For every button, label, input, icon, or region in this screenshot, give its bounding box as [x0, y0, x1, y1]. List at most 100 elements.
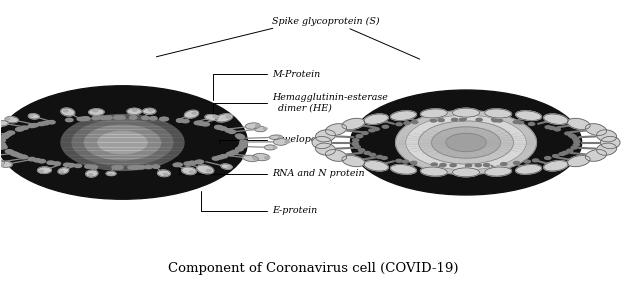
Circle shape — [130, 116, 137, 119]
Circle shape — [207, 170, 212, 172]
Circle shape — [492, 119, 498, 122]
Circle shape — [6, 118, 9, 120]
Circle shape — [476, 118, 482, 121]
Circle shape — [61, 115, 184, 170]
Ellipse shape — [342, 118, 365, 129]
Ellipse shape — [364, 114, 388, 124]
Circle shape — [225, 129, 232, 132]
Ellipse shape — [221, 164, 232, 169]
Circle shape — [215, 125, 222, 129]
Circle shape — [279, 137, 282, 138]
Circle shape — [47, 161, 54, 164]
Ellipse shape — [453, 108, 480, 117]
Circle shape — [412, 121, 418, 124]
Circle shape — [1, 135, 8, 138]
Circle shape — [235, 147, 243, 151]
Ellipse shape — [216, 114, 232, 122]
Circle shape — [105, 116, 112, 119]
Ellipse shape — [205, 115, 218, 120]
Circle shape — [255, 124, 260, 126]
Circle shape — [382, 125, 389, 128]
Circle shape — [559, 152, 565, 155]
Circle shape — [133, 109, 137, 111]
Circle shape — [501, 163, 507, 166]
Circle shape — [182, 119, 189, 123]
Circle shape — [116, 166, 123, 169]
Ellipse shape — [0, 161, 12, 167]
Ellipse shape — [597, 130, 617, 142]
Circle shape — [133, 166, 141, 169]
Circle shape — [238, 145, 245, 148]
Circle shape — [175, 163, 182, 166]
Circle shape — [118, 116, 125, 119]
Circle shape — [6, 150, 13, 153]
Text: M-Protein: M-Protein — [213, 70, 321, 100]
Circle shape — [396, 123, 402, 126]
Ellipse shape — [326, 124, 347, 135]
Circle shape — [403, 160, 408, 163]
Circle shape — [228, 166, 231, 168]
Circle shape — [141, 116, 149, 120]
Circle shape — [483, 164, 490, 166]
Ellipse shape — [391, 164, 416, 174]
Text: Spike glycoprotein (S): Spike glycoprotein (S) — [272, 17, 380, 26]
Circle shape — [475, 164, 481, 167]
Circle shape — [109, 174, 112, 175]
Ellipse shape — [89, 109, 104, 115]
Circle shape — [562, 151, 568, 154]
Circle shape — [0, 164, 3, 166]
Circle shape — [0, 142, 5, 146]
Circle shape — [188, 161, 195, 165]
Circle shape — [574, 140, 580, 143]
Circle shape — [373, 128, 379, 131]
Circle shape — [98, 131, 147, 154]
Circle shape — [16, 128, 23, 131]
Circle shape — [7, 150, 14, 154]
Circle shape — [212, 157, 220, 160]
Circle shape — [565, 132, 571, 135]
Circle shape — [112, 166, 120, 169]
Circle shape — [188, 161, 196, 165]
Circle shape — [77, 117, 85, 121]
Circle shape — [285, 141, 290, 143]
Circle shape — [72, 120, 173, 165]
Circle shape — [2, 134, 9, 137]
Circle shape — [199, 122, 207, 125]
Ellipse shape — [245, 123, 260, 129]
Circle shape — [113, 116, 121, 119]
Circle shape — [240, 143, 247, 146]
Circle shape — [254, 158, 258, 160]
Circle shape — [446, 133, 486, 152]
Circle shape — [177, 119, 184, 122]
Circle shape — [53, 162, 61, 165]
Circle shape — [219, 127, 227, 130]
Circle shape — [82, 117, 90, 120]
Circle shape — [213, 115, 218, 117]
Circle shape — [359, 149, 364, 152]
Circle shape — [231, 150, 239, 154]
Ellipse shape — [127, 108, 141, 115]
Circle shape — [431, 127, 501, 158]
Circle shape — [226, 116, 230, 118]
Text: E-protein: E-protein — [200, 191, 317, 215]
Ellipse shape — [316, 130, 336, 142]
Ellipse shape — [158, 170, 170, 177]
Circle shape — [64, 163, 71, 166]
Circle shape — [235, 134, 243, 137]
Text: Hemagglutinin-esterase
  dimer (HE): Hemagglutinin-esterase dimer (HE) — [213, 93, 388, 127]
Circle shape — [194, 121, 202, 125]
Circle shape — [352, 139, 359, 142]
Ellipse shape — [253, 154, 270, 161]
Circle shape — [31, 123, 38, 127]
Circle shape — [92, 116, 100, 120]
Ellipse shape — [421, 109, 448, 118]
Circle shape — [239, 144, 247, 147]
Circle shape — [160, 117, 167, 121]
Circle shape — [496, 119, 503, 122]
Circle shape — [237, 135, 244, 138]
Ellipse shape — [421, 167, 448, 176]
Circle shape — [11, 152, 18, 155]
Ellipse shape — [182, 167, 196, 174]
Ellipse shape — [453, 168, 480, 177]
Ellipse shape — [38, 167, 51, 173]
